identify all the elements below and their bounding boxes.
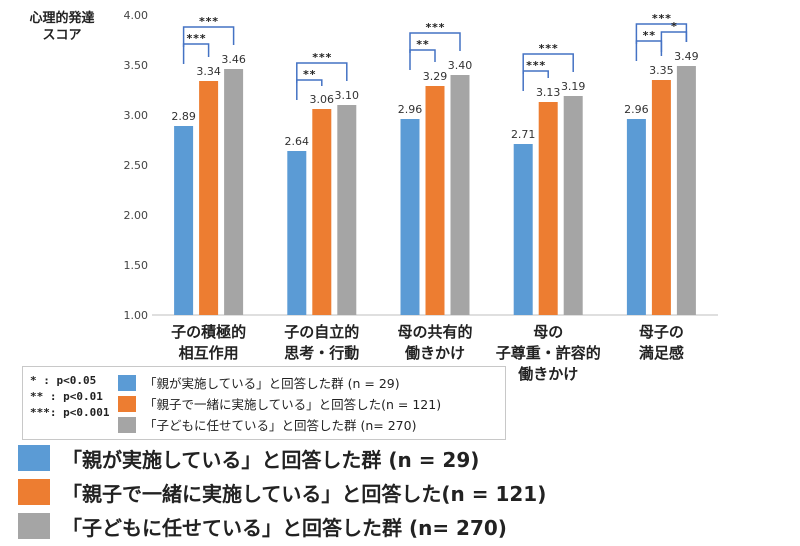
x-category-label: 働きかけ [404, 344, 465, 362]
bar [626, 119, 646, 315]
y-tick-label: 2.50 [124, 159, 149, 172]
data-label: 3.06 [310, 93, 335, 106]
y-axis-label: 心理的発達 スコア [22, 10, 102, 44]
bar [287, 151, 307, 315]
sig-note: ** : p<0.01 [30, 390, 103, 403]
y-tick-label: 1.50 [124, 259, 149, 272]
data-label: 3.35 [649, 64, 674, 77]
legend-swatch-orange [118, 395, 136, 412]
y-tick-label: 1.00 [124, 309, 149, 322]
bar [450, 75, 470, 315]
significance-mark: *** [186, 32, 206, 45]
x-category-label: 母子の [639, 323, 684, 341]
legend-item: 「親が実施している」と回答した群 (n = 29) [118, 372, 441, 393]
legend-item: 「子どもに任せている」と回答した群 (n= 270) [118, 414, 441, 435]
legend-swatch-blue [118, 374, 136, 391]
x-category-label: 母の [533, 323, 563, 341]
data-label: 2.89 [171, 110, 196, 123]
significance-mark: ** [303, 68, 316, 81]
significance-mark: *** [312, 51, 332, 64]
significance-mark: *** [526, 59, 546, 72]
data-label: 3.46 [221, 53, 246, 66]
data-label: 3.34 [196, 65, 221, 78]
y-tick-label: 3.50 [124, 59, 149, 72]
bar [199, 81, 219, 315]
legend-label: 「親が実施している」と回答した群 (n = 29) [62, 447, 480, 472]
bar [651, 80, 671, 315]
legend-label: 「子どもに任せている」と回答した群 (n= 270) [144, 418, 417, 433]
legend-swatch-gray [18, 513, 50, 539]
data-label: 2.96 [398, 103, 423, 116]
legend-label: 「親子で一緒に実施している」と回答した(n = 121) [62, 481, 547, 506]
legend-item: 「親子で一緒に実施している」と回答した(n = 121) [118, 393, 441, 414]
significance-notes: * : p<0.05 ** : p<0.01 ***: p<0.001 [30, 373, 109, 421]
legend-item-large: 「親子で一緒に実施している」と回答した(n = 121) [18, 475, 546, 509]
x-category-label: 子尊重・許容的 [496, 344, 601, 362]
significance-bracket [409, 32, 461, 53]
significance-bracket [522, 70, 549, 91]
sig-note: * : p<0.05 [30, 374, 97, 387]
legend-label: 「親が実施している」と回答した群 (n = 29) [144, 376, 400, 391]
legend-large: 「親が実施している」と回答した群 (n = 29) 「親子で一緒に実施している」… [18, 441, 546, 543]
legend-swatch-orange [18, 479, 50, 505]
data-label: 3.10 [335, 89, 360, 102]
x-category-label: 満足感 [639, 344, 684, 362]
data-label: 3.49 [674, 50, 699, 63]
y-tick-label: 2.00 [124, 209, 149, 222]
bar [425, 86, 445, 315]
data-label: 3.29 [423, 70, 448, 83]
x-category-label: 母の共有的 [397, 323, 472, 341]
significance-bracket [409, 49, 436, 70]
significance-mark: ** [642, 29, 655, 42]
y-tick-label: 4.00 [124, 9, 149, 22]
bar [312, 109, 332, 315]
legend-label: 「親子で一緒に実施している」と回答した(n = 121) [144, 397, 442, 412]
significance-bracket [635, 40, 663, 61]
significance-bracket [660, 31, 688, 52]
data-label: 3.13 [536, 86, 561, 99]
legend-swatch-gray [118, 416, 136, 433]
significance-bracket [182, 26, 235, 47]
legend-item-large: 「子どもに任せている」と回答した群 (n= 270) [18, 509, 546, 543]
legend-small: 「親が実施している」と回答した群 (n = 29) 「親子で一緒に実施している」… [118, 372, 441, 435]
x-category-label: 思考・行動 [284, 344, 359, 362]
y-tick-label: 3.00 [124, 109, 149, 122]
significance-bracket [296, 62, 348, 83]
y-axis-label-line-1: 心理的発達 [29, 11, 95, 26]
legend-swatch-blue [18, 445, 50, 471]
significance-mark: *** [651, 12, 671, 25]
x-category-label: 子の自立的 [284, 323, 359, 341]
x-category-label: 子の積極的 [171, 323, 246, 341]
bar [563, 96, 583, 315]
data-label: 2.64 [285, 135, 310, 148]
data-label: 2.96 [624, 103, 649, 116]
bar [513, 144, 533, 315]
data-label: 3.19 [561, 80, 586, 93]
bar [337, 105, 357, 315]
y-axis-label-line-2: スコア [42, 28, 82, 43]
bar [400, 119, 420, 315]
significance-bracket [522, 53, 574, 74]
significance-mark: *** [425, 21, 445, 34]
bar [224, 69, 244, 315]
bar [174, 126, 194, 315]
bar [538, 102, 558, 315]
x-category-label: 働きかけ [517, 365, 578, 383]
significance-mark: * [671, 20, 678, 33]
significance-bracket [296, 79, 323, 100]
sig-note: ***: p<0.001 [30, 406, 110, 419]
significance-mark: ** [416, 38, 429, 51]
data-label: 2.71 [511, 128, 536, 141]
legend-box [22, 366, 506, 440]
legend-item-large: 「親が実施している」と回答した群 (n = 29) [18, 441, 546, 475]
legend-label: 「子どもに任せている」と回答した群 (n= 270) [62, 515, 507, 540]
significance-mark: *** [538, 42, 558, 55]
significance-bracket [182, 43, 210, 64]
bar [676, 66, 696, 315]
x-category-label: 相互作用 [179, 344, 239, 362]
significance-mark: *** [199, 15, 219, 28]
data-label: 3.40 [448, 59, 473, 72]
